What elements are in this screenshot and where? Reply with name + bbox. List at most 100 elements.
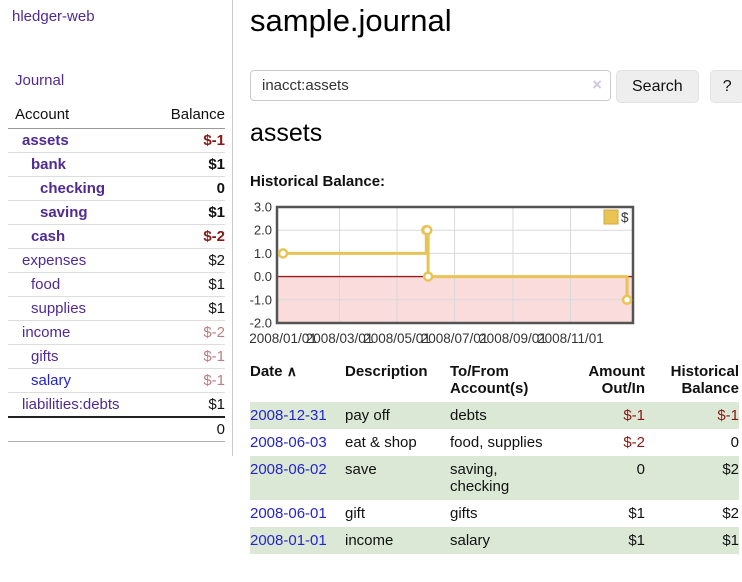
transactions-header-row: Date ∧ Description To/From Account(s) Am… (250, 361, 739, 402)
account-row: food $1 (8, 272, 225, 297)
page-title: sample.journal (250, 3, 452, 38)
transaction-description: gift (345, 505, 366, 522)
account-row: expenses $2 (8, 248, 225, 273)
x-axis-tick-label: 2008/09/01 (479, 331, 547, 346)
account-link[interactable]: income (22, 324, 71, 341)
account-balance: 0 (148, 176, 225, 201)
help-button[interactable]: ? (709, 70, 742, 103)
search-bar: × Search ? (250, 70, 742, 103)
account-link[interactable]: gifts (31, 348, 59, 365)
accounts-table-header-row: Account Balance (8, 104, 225, 129)
transaction-row: 2008-01-01 income salary $1 $1 (250, 527, 739, 554)
account-balance: $1 (148, 392, 225, 418)
account-link[interactable]: salary (31, 372, 72, 389)
x-axis-tick-label: 2008/03/01 (306, 331, 374, 346)
transaction-balance: $1 (722, 532, 739, 549)
account-row: assets $-1 (8, 128, 225, 153)
transaction-amount: $-1 (623, 407, 645, 424)
sidebar-item-journal[interactable]: Journal (15, 72, 65, 89)
transaction-description: pay off (345, 407, 390, 424)
account-link[interactable]: supplies (31, 300, 87, 317)
account-balance: $-2 (148, 320, 225, 345)
account-link[interactable]: cash (31, 228, 66, 245)
clear-search-icon[interactable]: × (592, 75, 602, 94)
data-point-marker (621, 294, 633, 306)
transaction-description: eat & shop (345, 434, 417, 451)
account-link[interactable]: food (31, 276, 61, 293)
transaction-amount: $-2 (623, 434, 645, 451)
transaction-row: 2008-06-01 gift gifts $1 $2 (250, 500, 739, 527)
transaction-accounts: salary (450, 532, 491, 549)
column-header-balance: Historical Balance (670, 363, 739, 397)
transaction-accounts: gifts (450, 505, 478, 522)
transaction-row: 2008-06-03 eat & shop food, supplies $-2 0 (250, 429, 739, 456)
account-row: checking 0 (8, 176, 225, 201)
data-point-marker (421, 224, 433, 236)
transaction-date-link[interactable]: 2008-06-01 (250, 505, 327, 522)
account-row: bank $1 (8, 152, 225, 177)
y-axis-tick-label: 0.0 (254, 269, 272, 284)
account-balance: $-1 (148, 368, 225, 393)
legend-swatch (603, 209, 619, 225)
legend-label: $ (621, 210, 629, 225)
account-balance: $1 (148, 296, 225, 321)
account-balance: $1 (148, 272, 225, 297)
account-link[interactable]: liabilities:debts (22, 396, 120, 413)
accounts-header-balance: Balance (148, 104, 225, 129)
transaction-row: 2008-06-02 save saving, checking 0 $2 (250, 456, 739, 500)
account-link[interactable]: bank (31, 156, 67, 173)
account-link[interactable]: checking (40, 180, 106, 197)
transaction-accounts: saving, checking (450, 461, 510, 495)
account-row: cash $-2 (8, 224, 225, 249)
account-link[interactable]: assets (22, 132, 69, 149)
app-title-link[interactable]: hledger-web (12, 8, 95, 25)
account-row: income $-2 (8, 320, 225, 345)
accounts-total-row: 0 (8, 416, 225, 442)
account-row: gifts $-1 (8, 344, 225, 369)
account-link[interactable]: expenses (22, 252, 87, 269)
x-axis-tick-label: 2008/05/01 (363, 331, 431, 346)
account-balance: $1 (148, 152, 225, 177)
chart-heading: Historical Balance: (250, 173, 386, 190)
transaction-balance: $2 (722, 505, 739, 522)
accounts-total-spacer (8, 416, 149, 442)
account-balance: $-2 (148, 224, 225, 249)
transaction-amount: 0 (636, 461, 645, 478)
account-balance: $2 (148, 248, 225, 273)
accounts-header-account: Account (8, 104, 149, 129)
search-button[interactable]: Search (616, 70, 699, 103)
sidebar: hledger-web Journal Account Balance asse… (0, 0, 233, 456)
y-axis-tick-label: -2.0 (250, 316, 272, 331)
column-header-amount: Amount Out/In (588, 363, 645, 397)
transaction-date-link[interactable]: 2008-01-01 (250, 532, 327, 549)
transaction-accounts: debts (450, 407, 487, 424)
column-header-description: Description (345, 363, 428, 380)
accounts-total-value: 0 (148, 416, 225, 442)
y-axis-tick-label: 2.0 (254, 223, 272, 238)
transaction-amount: $1 (628, 532, 645, 549)
transactions-table-body: 2008-12-31 pay off debts $-1 $-1 2008-06-03 ea… (250, 402, 739, 554)
account-row: supplies $1 (8, 296, 225, 321)
transactions-table: Date ∧ Description To/From Account(s) Am… (250, 361, 739, 554)
transaction-date-link[interactable]: 2008-12-31 (250, 407, 327, 424)
accounts-table-body: assets $-1 bank $1 checking 0 saving $1 cash $-2 e… (8, 128, 225, 418)
account-row: saving $1 (8, 200, 225, 225)
transaction-balance: $2 (722, 461, 739, 478)
historical-balance-chart: 3.0 2.0 1.0 0.0 -1.0 -2.02008/01/012008/03/01… (249, 200, 635, 346)
transaction-balance: 0 (730, 434, 739, 451)
search-input[interactable] (250, 70, 611, 101)
data-point-marker (277, 248, 289, 259)
transaction-row: 2008-12-31 pay off debts $-1 $-1 (250, 402, 739, 429)
x-axis-tick-label: 2008/11/01 (537, 331, 604, 346)
y-axis-tick-label: -1.0 (250, 292, 272, 307)
x-axis-tick-label: 2008/07/01 (421, 331, 489, 346)
account-balance: $1 (148, 200, 225, 225)
account-row: salary $-1 (8, 368, 225, 393)
account-link[interactable]: saving (40, 204, 88, 221)
column-header-date[interactable]: Date ∧ (250, 363, 297, 380)
account-balance: $-1 (148, 344, 225, 369)
transaction-date-link[interactable]: 2008-06-02 (250, 461, 327, 478)
transaction-date-link[interactable]: 2008-06-03 (250, 434, 327, 451)
accounts-balance-table: Account Balance assets $-1 bank $1 checking 0… (8, 104, 225, 442)
sort-ascending-icon: ∧ (286, 363, 297, 379)
